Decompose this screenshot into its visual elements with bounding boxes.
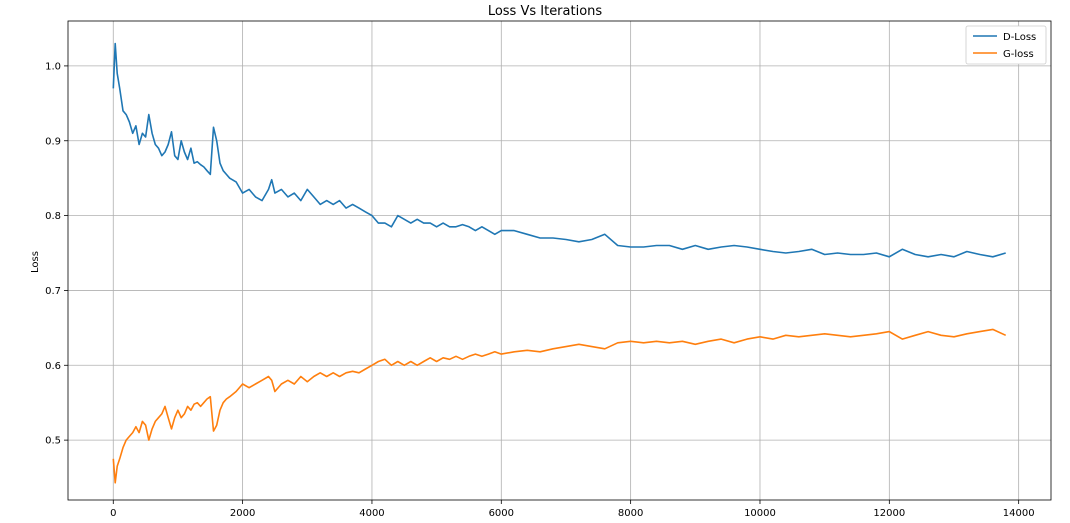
x-tick-label: 6000 bbox=[489, 508, 514, 519]
series-layer bbox=[112, 42, 1007, 484]
y-tick-label: 0.9 bbox=[45, 136, 61, 147]
y-tick-label: 1.0 bbox=[45, 61, 61, 72]
x-tick-label: 8000 bbox=[618, 508, 643, 519]
y-axis: 0.5 0.6 0.7 0.8 0.9 1.0 bbox=[45, 61, 68, 447]
x-axis: 0 2000 4000 6000 8000 10000 12000 14000 bbox=[110, 500, 1035, 519]
x-tick-label: 4000 bbox=[359, 508, 384, 519]
x-tick-label: 0 bbox=[110, 508, 116, 519]
d-loss-line bbox=[112, 42, 1006, 258]
chart-title: Loss Vs Iterations bbox=[488, 4, 603, 19]
g-loss-line bbox=[112, 328, 1007, 484]
y-tick-label: 0.5 bbox=[45, 436, 61, 447]
plot-frame bbox=[67, 20, 1052, 501]
grid bbox=[68, 21, 1051, 500]
y-tick-label: 0.7 bbox=[45, 286, 61, 297]
x-tick-label: 2000 bbox=[230, 508, 255, 519]
y-tick-label: 0.8 bbox=[45, 211, 61, 222]
x-tick-label: 10000 bbox=[744, 508, 776, 519]
legend-label-d-loss: D-Loss bbox=[1003, 32, 1036, 43]
legend: D-Loss G-loss bbox=[965, 25, 1047, 65]
x-tick-label: 12000 bbox=[873, 508, 905, 519]
legend-label-g-loss: G-loss bbox=[1003, 49, 1034, 60]
x-tick-label: 14000 bbox=[1003, 508, 1035, 519]
y-axis-label: Loss bbox=[30, 251, 41, 273]
y-tick-label: 0.6 bbox=[45, 361, 61, 372]
